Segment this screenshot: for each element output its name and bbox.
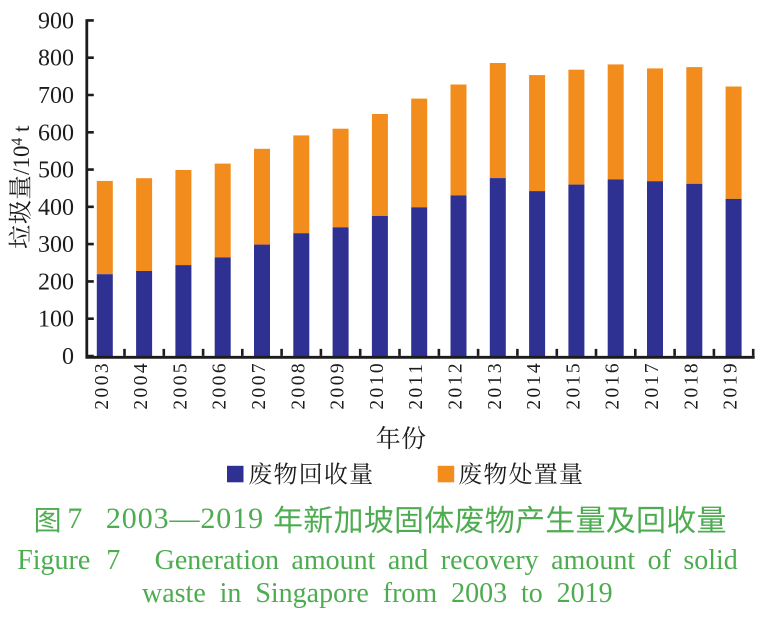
svg-text:7: 7 xyxy=(67,502,82,535)
svg-text:500: 500 xyxy=(38,158,74,184)
svg-text:Generation amount and recovery: Generation amount and recovery amount of… xyxy=(155,545,738,576)
svg-text:200: 200 xyxy=(38,269,74,295)
svg-text:Figure: Figure xyxy=(17,545,90,576)
svg-text:7: 7 xyxy=(106,545,120,576)
svg-text:2015: 2015 xyxy=(563,361,584,410)
svg-text:2014: 2014 xyxy=(524,361,545,410)
svg-text:waste in Singapore from 2003 t: waste in Singapore from 2003 to 2019 xyxy=(142,578,613,609)
svg-text:2003: 2003 xyxy=(92,361,113,410)
svg-text:2009: 2009 xyxy=(328,361,349,410)
svg-text:300: 300 xyxy=(38,232,74,258)
svg-text:2013: 2013 xyxy=(485,361,506,410)
svg-text:600: 600 xyxy=(38,120,74,146)
svg-text:2010: 2010 xyxy=(367,361,388,410)
svg-text:2005: 2005 xyxy=(170,361,191,410)
svg-text:800: 800 xyxy=(38,46,74,72)
svg-text:2011: 2011 xyxy=(406,362,427,410)
svg-text:2018: 2018 xyxy=(681,361,702,410)
svg-text:2019: 2019 xyxy=(721,361,742,410)
svg-text:400: 400 xyxy=(38,195,74,221)
svg-text:/104 t: /104 t xyxy=(9,125,34,175)
svg-text:2003—2019: 2003—2019 xyxy=(106,502,264,535)
svg-text:2007: 2007 xyxy=(249,361,270,410)
svg-text:2017: 2017 xyxy=(642,361,663,410)
svg-text:2006: 2006 xyxy=(210,361,231,410)
svg-text:2008: 2008 xyxy=(288,361,309,410)
svg-text:900: 900 xyxy=(38,8,74,34)
svg-text:700: 700 xyxy=(38,83,74,109)
svg-text:2004: 2004 xyxy=(131,361,152,410)
svg-text:2016: 2016 xyxy=(603,361,624,410)
svg-text:0: 0 xyxy=(62,344,74,370)
svg-text:2012: 2012 xyxy=(446,361,467,410)
svg-text:100: 100 xyxy=(38,307,74,333)
